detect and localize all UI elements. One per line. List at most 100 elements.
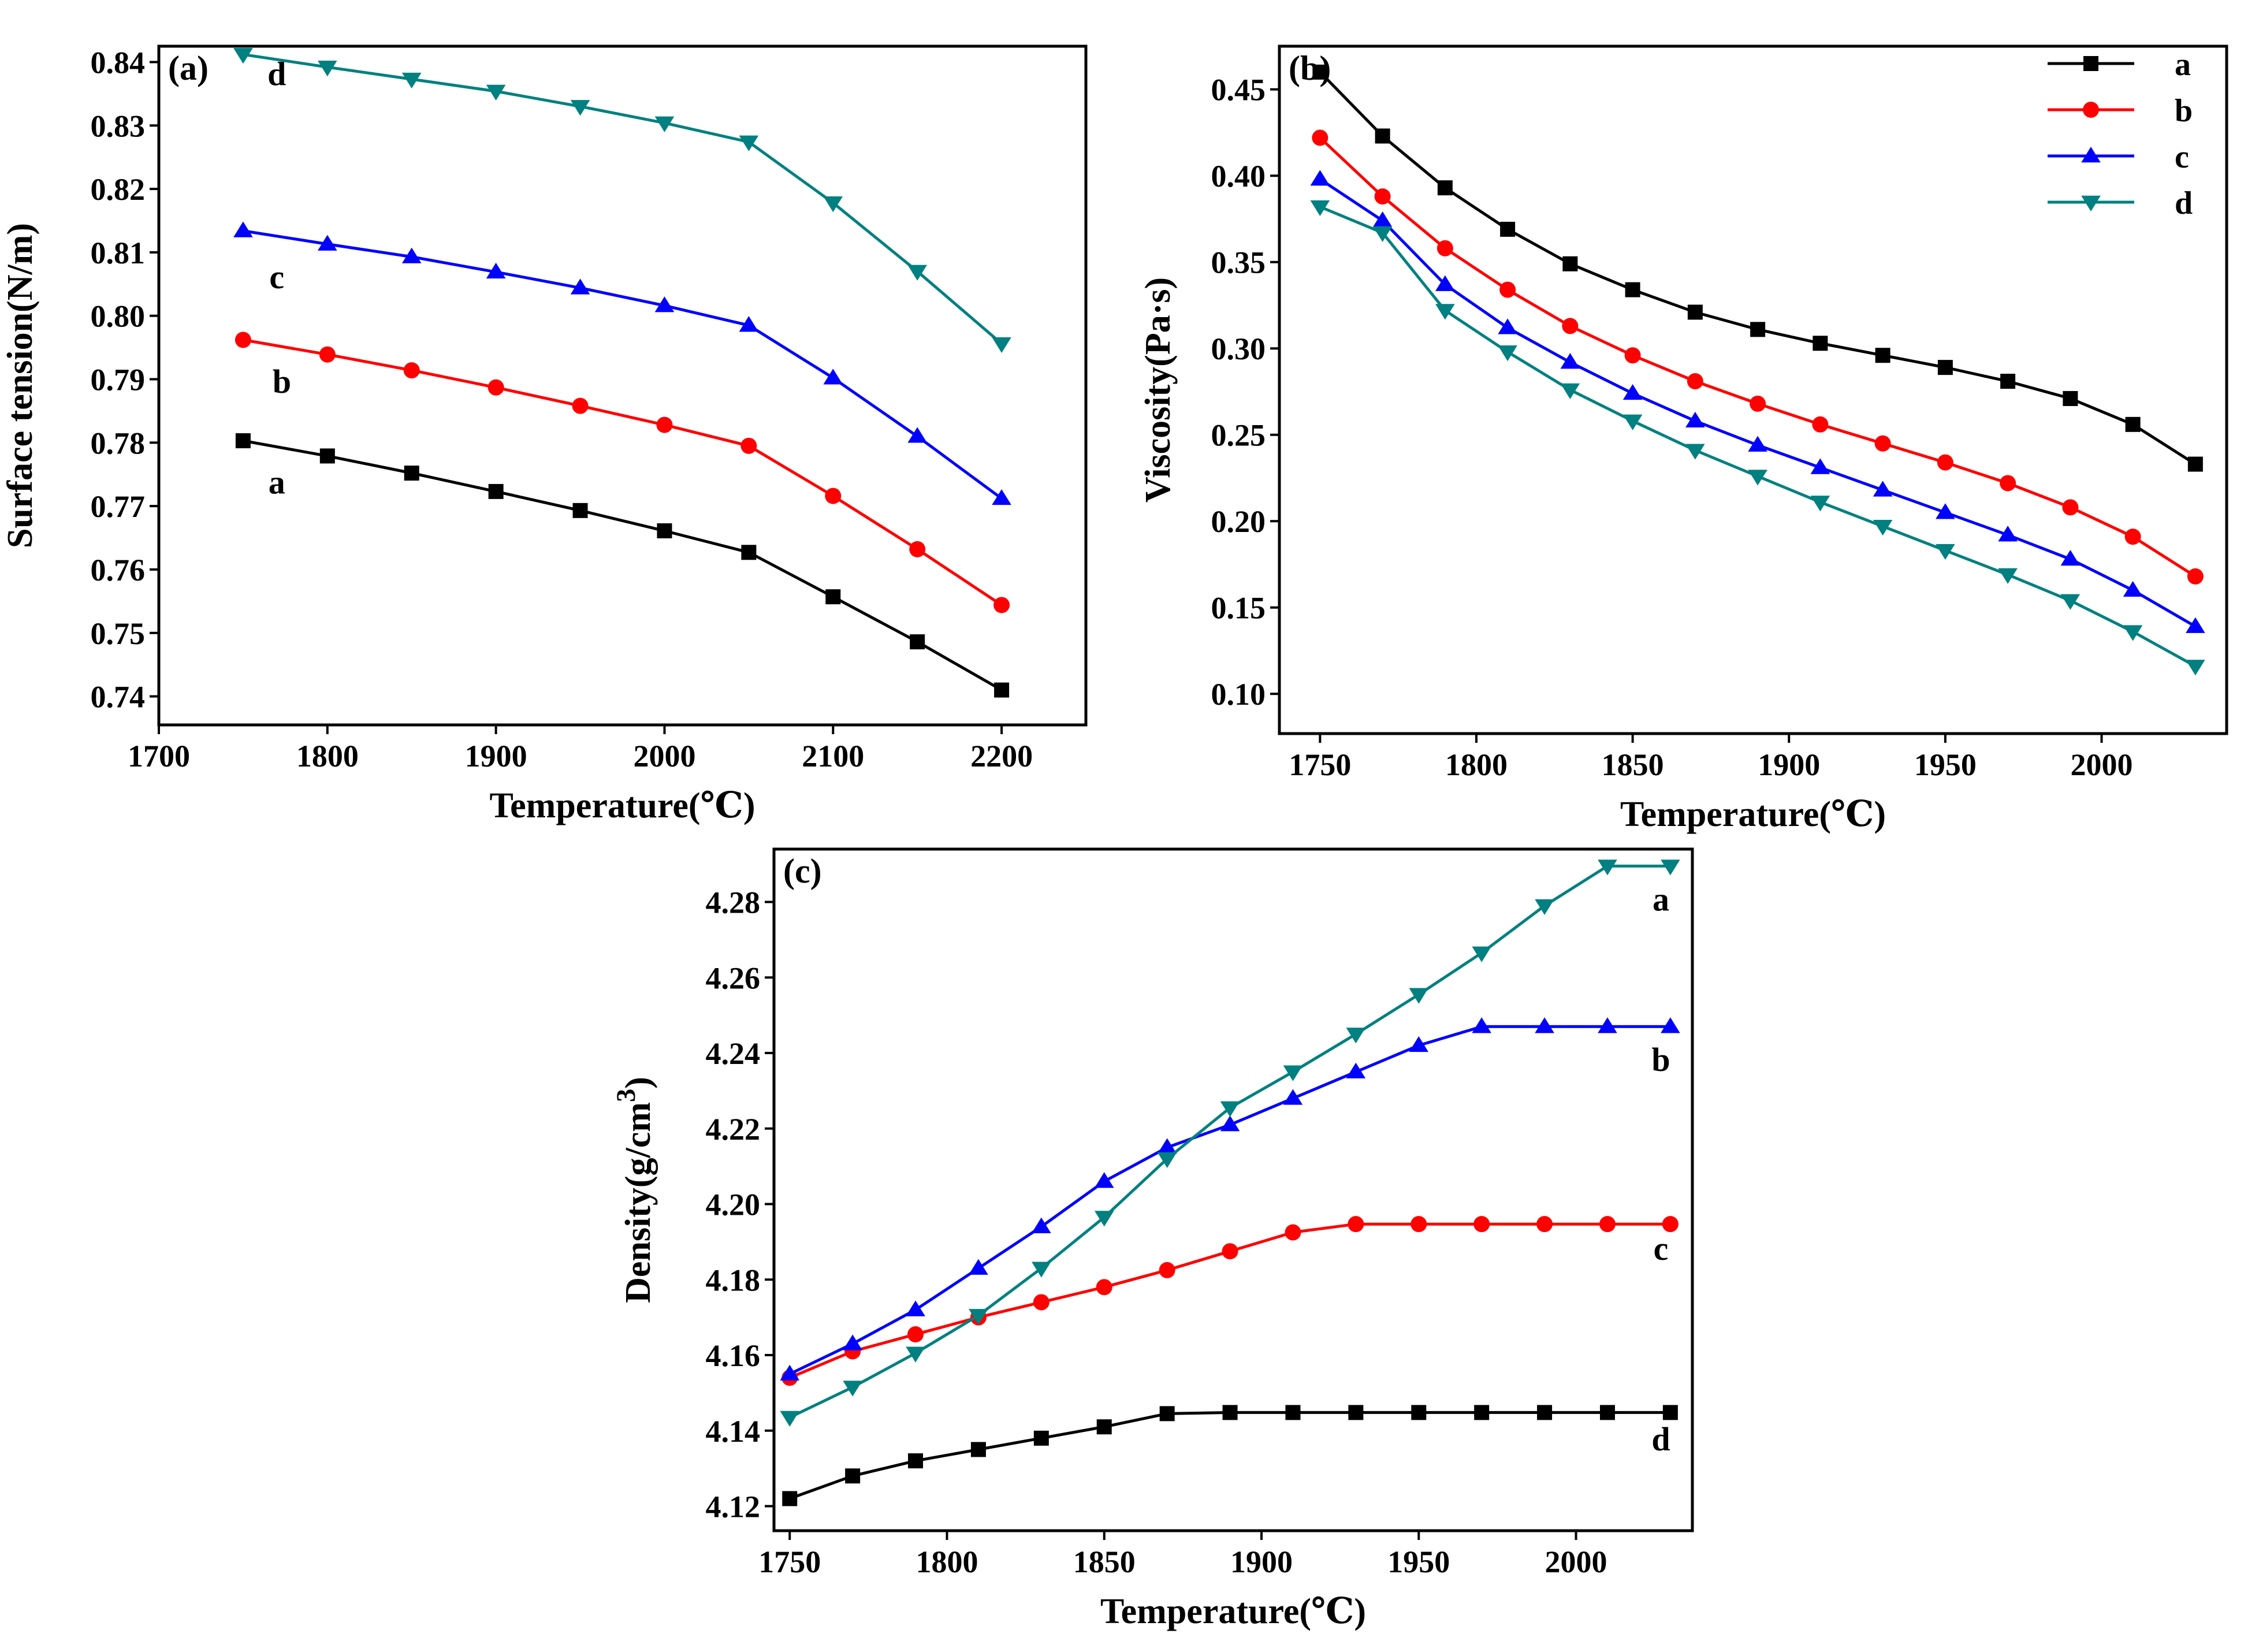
- x-tick-label: 2000: [633, 739, 695, 773]
- series-a: a: [235, 433, 1010, 698]
- series-c: [1310, 170, 2205, 633]
- data-point-b: [2000, 475, 2016, 492]
- data-point-d: [845, 1468, 861, 1484]
- x-axis-label: Temperature(℃): [1100, 1592, 1366, 1631]
- x-tick-label: 1950: [1387, 1545, 1450, 1579]
- data-point-d: [1685, 444, 1705, 460]
- series-line-a: [243, 439, 1003, 691]
- data-point-b: [1472, 1017, 1491, 1033]
- data-point-a: [2063, 390, 2078, 406]
- data-point-d: [2123, 625, 2143, 641]
- data-point-c: [1159, 1262, 1175, 1278]
- data-point-d: [2186, 660, 2205, 676]
- y-tick-label: 0.83: [91, 109, 146, 143]
- legend-marker-b: [2083, 102, 2099, 118]
- panel-a-surface-tension: 1700 1800 1900 2000 2100 2200 0.74 0.75 0.76 0.77…: [1, 44, 1088, 825]
- data-point-a: [843, 1381, 862, 1397]
- series-label-a: a: [1653, 880, 1669, 918]
- data-point-d: [1222, 1405, 1238, 1420]
- data-point-c: [1033, 1294, 1050, 1311]
- data-point-a: [235, 433, 251, 449]
- data-point-d: [1348, 1405, 1364, 1420]
- data-point-b: [825, 488, 842, 504]
- data-point-b: [1220, 1115, 1240, 1132]
- series-label-c: c: [269, 258, 284, 296]
- data-point-a: [825, 589, 841, 605]
- y-tick-label: 0.30: [1211, 332, 1266, 366]
- y-axis-label: Viscosity(Pa·s): [1138, 277, 1178, 503]
- data-point-b: [1687, 373, 1703, 390]
- data-point-d: [1159, 1406, 1175, 1422]
- y-tick-label: 4.16: [706, 1338, 761, 1373]
- data-point-b: [487, 379, 504, 396]
- data-point-c: [1348, 1216, 1364, 1233]
- data-point-c: [823, 369, 843, 385]
- panel-label: (a): [168, 49, 209, 87]
- data-point-c: [739, 316, 759, 332]
- data-point-b: [1562, 318, 1579, 334]
- x-tick-label: 1850: [1073, 1545, 1136, 1579]
- series-label-b: b: [273, 363, 291, 400]
- data-point-a: [1875, 348, 1890, 363]
- plot-frame: [772, 847, 1694, 1532]
- data-point-d: [486, 84, 506, 101]
- data-point-a: [1937, 360, 1953, 375]
- x-axis-label: Temperature(℃): [1620, 795, 1886, 834]
- data-point-a: [1437, 180, 1453, 196]
- series-b: b: [235, 332, 1010, 613]
- data-point-d: [570, 100, 590, 116]
- y-tick-label: 4.18: [706, 1263, 761, 1297]
- data-point-b: [1346, 1062, 1366, 1078]
- x-tick-label: 1800: [915, 1545, 978, 1579]
- data-point-c: [233, 221, 253, 237]
- data-point-c: [1411, 1216, 1427, 1233]
- y-tick-label: 0.20: [1211, 504, 1266, 539]
- data-point-a: [572, 503, 588, 518]
- data-point-a: [1500, 221, 1516, 237]
- data-point-a: [2000, 374, 2016, 389]
- data-point-d: [233, 48, 253, 64]
- data-point-c: [992, 489, 1011, 505]
- data-point-b: [572, 397, 589, 414]
- panel-label: (c): [783, 852, 822, 890]
- data-point-d: [1435, 304, 1455, 320]
- x-axis-label: Temperature(℃): [490, 786, 756, 825]
- data-point-d: [992, 337, 1011, 354]
- data-point-b: [1750, 395, 1766, 412]
- data-point-d: [654, 116, 675, 132]
- data-point-b: [1499, 281, 1516, 298]
- data-point-b: [403, 362, 420, 379]
- data-point-a: [1283, 1065, 1303, 1081]
- data-point-b: [1312, 129, 1328, 146]
- legend-marker-d: [2081, 195, 2101, 211]
- data-point-b: [1661, 1017, 1680, 1033]
- data-point-d: [1810, 496, 1830, 512]
- data-point-b: [656, 416, 673, 433]
- data-point-a: [741, 545, 757, 560]
- data-point-d: [1936, 544, 1955, 560]
- data-point-a: [657, 523, 672, 538]
- data-point-d: [782, 1491, 798, 1506]
- series-d: d: [782, 1405, 1678, 1506]
- data-point-b: [969, 1259, 988, 1275]
- plot-frame: [157, 44, 1088, 727]
- y-tick-label: 0.25: [1211, 418, 1266, 453]
- data-point-c: [907, 427, 927, 443]
- data-point-d: [1474, 1405, 1490, 1420]
- x-tick-label: 2100: [802, 739, 864, 773]
- legend-label-a: a: [2175, 47, 2191, 83]
- plot-frame: [1278, 44, 2228, 735]
- data-point-a: [488, 483, 504, 499]
- data-point-d: [1033, 1430, 1049, 1446]
- data-point-c: [1998, 526, 2018, 542]
- data-point-a: [1562, 256, 1578, 271]
- data-point-c: [1498, 318, 1517, 334]
- series-b: b: [780, 1017, 1680, 1381]
- data-point-c: [1536, 1216, 1553, 1233]
- x-tick-label: 1900: [1758, 747, 1820, 782]
- data-point-c: [654, 296, 675, 312]
- data-point-a: [404, 466, 419, 481]
- data-point-c: [1748, 436, 1767, 452]
- series-label-d: d: [1651, 1420, 1670, 1458]
